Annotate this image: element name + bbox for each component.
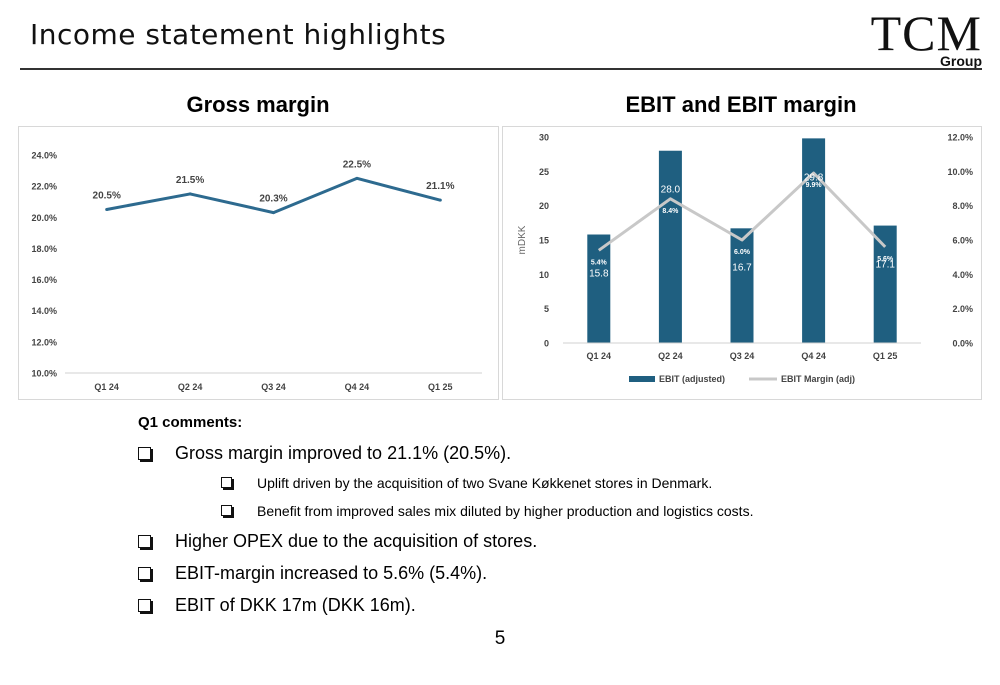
ebit-bar: [658, 150, 682, 343]
x-tick-label: Q1 25: [873, 351, 898, 361]
comment-subtext: Uplift driven by the acquisition of two …: [257, 475, 713, 491]
y-tick-label: 12.0%: [31, 337, 57, 347]
bar-value-label: 29.8: [804, 172, 824, 183]
comment-subitem: Uplift driven by the acquisition of two …: [138, 471, 938, 499]
y-tick-label: 18.0%: [31, 244, 57, 254]
ebit-chart: 0 5 10 15 20 25 30 0.0% 2.0% 4.0% 6.0% 8.0% 10.0% 12.…: [502, 126, 982, 400]
y-tick-label: 15: [539, 236, 549, 246]
checkbox-bullet-icon: [138, 567, 151, 580]
gross-margin-point: [438, 198, 442, 202]
y2-tick-label: 12.0%: [947, 133, 973, 143]
x-tick-label: Q1 24: [587, 351, 612, 361]
logo-subtext: Group: [940, 53, 982, 69]
comment-text: Higher OPEX due to the acquisition of st…: [175, 531, 538, 551]
comment-subitem: Benefit from improved sales mix diluted …: [138, 499, 938, 527]
y-tick-label: 20.0%: [31, 213, 57, 223]
y2-tick-label: 0.0%: [952, 339, 973, 349]
gross-margin-chart: 10.0% 12.0% 14.0% 16.0% 18.0% 20.0% 22.0% 24.0%…: [18, 126, 499, 400]
ebit-bar: [873, 225, 897, 343]
header-divider: [20, 68, 982, 70]
gross-margin-point: [105, 208, 109, 211]
margin-value-label: 5.6%: [877, 256, 894, 263]
data-label: 20.3%: [259, 194, 287, 205]
page-title: Income statement highlights: [30, 18, 447, 51]
y-tick-label: 10: [539, 270, 549, 280]
comment-text: Gross margin improved to 21.1% (20.5%).: [175, 443, 512, 463]
x-tick-label: Q1 24: [94, 382, 119, 392]
margin-value-label: 8.4%: [662, 208, 679, 215]
x-tick-label: Q3 24: [261, 382, 286, 392]
checkbox-bullet-icon: [138, 535, 151, 548]
y-tick-label: 22.0%: [31, 182, 57, 192]
comment-item: Gross margin improved to 21.1% (20.5%).: [138, 439, 938, 471]
x-tick-label: Q2 24: [178, 382, 203, 392]
gross-margin-chart-title: Gross margin: [186, 92, 330, 117]
y-axis-title: mDKK: [517, 225, 528, 254]
comment-subtext: Benefit from improved sales mix diluted …: [257, 503, 754, 519]
y2-tick-label: 10.0%: [947, 167, 973, 177]
comments-heading: Q1 comments:: [138, 414, 243, 431]
y-tick-label: 20: [539, 201, 549, 211]
x-tick-label: Q2 24: [658, 351, 683, 361]
bar-value-label: 15.8: [589, 269, 609, 280]
y-tick-label: 10.0%: [31, 369, 57, 379]
checkbox-bullet-icon: [138, 447, 151, 460]
y2-tick-label: 2.0%: [952, 304, 973, 314]
gross-margin-point: [272, 211, 275, 215]
gross-margin-point: [355, 176, 359, 180]
comment-text: EBIT-margin increased to 5.6% (5.4%).: [175, 563, 488, 583]
y2-tick-label: 4.0%: [952, 270, 973, 280]
ebit-chart-title: EBIT and EBIT margin: [625, 92, 857, 117]
ebit-chart-svg: 0 5 10 15 20 25 30 0.0% 2.0% 4.0% 6.0% 8.0% 10.0% 12.…: [517, 133, 973, 385]
data-label: 20.5%: [93, 191, 121, 202]
legend-label-margin: EBIT Margin (adj): [781, 374, 855, 384]
legend-label-ebit: EBIT (adjusted): [659, 374, 725, 384]
data-label: 21.5%: [176, 175, 204, 186]
margin-value-label: 9.9%: [806, 182, 823, 189]
comments-section: Q1 comments: Gross margin improved to 21…: [138, 414, 938, 623]
margin-value-label: 5.4%: [591, 259, 608, 266]
y-tick-label: 30: [539, 133, 549, 143]
y-tick-label: 14.0%: [31, 306, 57, 316]
y-tick-label: 0: [544, 339, 549, 349]
y-tick-label: 25: [539, 167, 549, 177]
y-tick-label: 24.0%: [31, 151, 57, 161]
x-tick-label: Q1 25: [428, 382, 453, 392]
x-tick-label: Q3 24: [730, 351, 755, 361]
logo-wordmark: TCM: [870, 5, 982, 61]
page-number: 5: [494, 628, 506, 649]
comment-item: EBIT of DKK 17m (DKK 16m).: [138, 591, 938, 623]
data-label: 22.5%: [343, 159, 371, 170]
y2-tick-label: 6.0%: [952, 236, 973, 246]
company-logo: TCM Group: [842, 8, 982, 70]
checkbox-bullet-icon: [138, 599, 151, 612]
y2-tick-label: 8.0%: [952, 201, 973, 211]
data-label: 21.1%: [426, 181, 454, 192]
gross-margin-point: [188, 192, 192, 196]
ebit-margin-line: [597, 171, 887, 252]
ebit-bar: [802, 138, 826, 343]
checkbox-bullet-icon: [221, 477, 232, 488]
comment-text: EBIT of DKK 17m (DKK 16m).: [175, 595, 416, 615]
y-tick-label: 5: [544, 304, 549, 314]
comment-item: EBIT-margin increased to 5.6% (5.4%).: [138, 559, 938, 591]
x-tick-label: Q4 24: [801, 351, 826, 361]
legend-swatch-ebit: [629, 376, 655, 382]
checkbox-bullet-icon: [221, 505, 232, 516]
gross-margin-chart-svg: 10.0% 12.0% 14.0% 16.0% 18.0% 20.0% 22.0% 24.0%…: [31, 151, 482, 392]
margin-value-label: 6.0%: [734, 249, 751, 256]
bar-value-label: 17.1: [875, 260, 895, 271]
ebit-bar: [587, 234, 611, 343]
y-tick-label: 16.0%: [31, 275, 57, 285]
comment-item: Higher OPEX due to the acquisition of st…: [138, 527, 938, 559]
x-tick-label: Q4 24: [345, 382, 370, 392]
ebit-bar: [730, 228, 754, 343]
bar-value-label: 28.0: [661, 185, 681, 196]
bar-value-label: 16.7: [732, 262, 752, 273]
